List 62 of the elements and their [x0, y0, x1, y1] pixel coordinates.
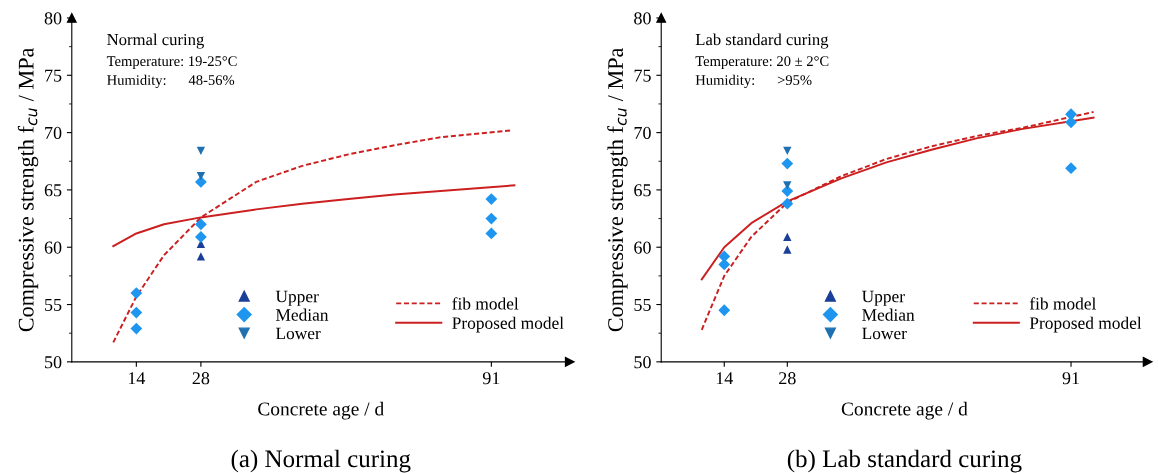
point	[195, 231, 207, 243]
x-tick-label: 14	[716, 372, 734, 385]
y-tick-label: 50	[45, 356, 62, 369]
y-axis-title: Compressive strength f$_{cu}$ / MPa	[607, 47, 628, 332]
annotation: Temperature: 20 ± 2°C	[695, 56, 829, 70]
y-tick-label: 60	[634, 241, 651, 254]
y-tick-label: 70	[45, 126, 62, 140]
point	[783, 146, 792, 156]
point	[485, 193, 498, 205]
y-tick-label: 75	[634, 69, 651, 82]
text: (b) Lab standard curing	[787, 449, 1022, 473]
y-tick-label: 60	[44, 241, 62, 254]
point	[781, 157, 794, 170]
legend-label: Lower	[275, 327, 321, 340]
point	[781, 185, 794, 197]
annotation: Humidity: 48-56%	[107, 74, 235, 88]
y-tick-label: 55	[45, 298, 62, 311]
y-tick-label: 65	[44, 184, 62, 197]
x-tick-label: 91	[482, 372, 500, 385]
y-axis-title: Compressive strength f$_{cu}$ / MPa	[17, 47, 39, 332]
x-tick-label: 28	[779, 372, 796, 385]
legend-label: Proposed model	[452, 316, 564, 333]
annotation: Temperature: 19-25°C	[106, 56, 237, 70]
legend-label: Median	[862, 308, 915, 321]
x-axis-title: Concrete age / d	[258, 401, 384, 420]
legend-label: Upper	[275, 290, 319, 306]
point	[783, 232, 792, 242]
y-tick-label: 80	[634, 12, 651, 25]
legend-label: Upper	[862, 290, 905, 306]
point	[196, 146, 206, 156]
point	[130, 306, 143, 319]
y-tick-label: 65	[634, 184, 651, 197]
y-tick-label: 80	[44, 12, 62, 25]
x-tick-label: 91	[1062, 372, 1079, 385]
y-tick-label: 55	[634, 298, 651, 311]
legend-label: fib model	[452, 297, 519, 310]
annotation: Lab standard curing	[695, 33, 829, 49]
point	[783, 181, 792, 190]
annotation: Normal curing	[107, 33, 204, 49]
legend-label: Proposed model	[1029, 316, 1142, 333]
point	[718, 304, 731, 317]
point	[783, 245, 792, 254]
y-tick-label: 75	[45, 69, 62, 82]
x-tick-label: 28	[192, 372, 210, 385]
y-tick-label: 50	[634, 356, 651, 369]
point	[781, 197, 794, 210]
point	[130, 287, 143, 299]
legend-label: fib model	[1029, 297, 1096, 310]
legend-label: Lower	[862, 327, 907, 340]
point	[485, 212, 498, 225]
point	[196, 252, 206, 261]
x-tick-label: 14	[128, 372, 146, 385]
x-axis-title: Concrete age / d	[841, 401, 968, 420]
text: (a) Normal curing	[231, 449, 411, 473]
legend-label: Median	[275, 308, 329, 321]
annotation: Humidity: >95%	[695, 74, 812, 88]
y-tick-label: 70	[634, 126, 651, 140]
point	[195, 218, 207, 231]
point	[1065, 162, 1077, 175]
point	[130, 322, 143, 335]
point	[485, 227, 498, 240]
point	[196, 171, 206, 181]
